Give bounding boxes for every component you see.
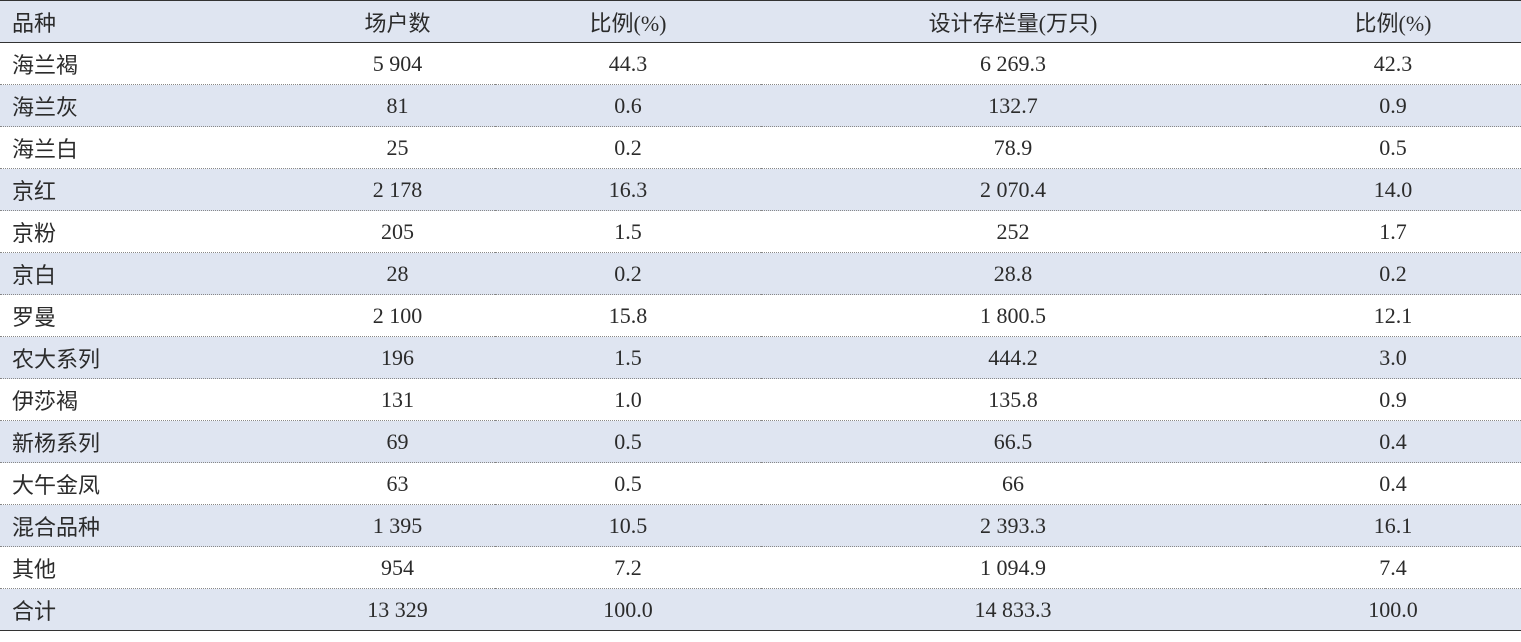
table-row: 混合品种 1 395 10.5 2 393.3 16.1 bbox=[0, 504, 1521, 547]
table-cell: 3.0 bbox=[1265, 336, 1521, 379]
table-cell: 14 833.3 bbox=[761, 588, 1265, 631]
table-cell: 2 178 bbox=[300, 168, 495, 211]
table-cell: 28.8 bbox=[761, 252, 1265, 295]
table-row: 海兰白 25 0.2 78.9 0.5 bbox=[0, 126, 1521, 169]
table-cell: 6 269.3 bbox=[761, 42, 1265, 85]
table-cell: 954 bbox=[300, 546, 495, 589]
table-cell: 0.5 bbox=[495, 420, 761, 463]
table-cell: 0.4 bbox=[1265, 462, 1521, 505]
table-cell: 0.6 bbox=[495, 84, 761, 127]
table-cell: 1 800.5 bbox=[761, 294, 1265, 337]
table-row: 京粉 205 1.5 252 1.7 bbox=[0, 210, 1521, 253]
table-row: 大午金凤 63 0.5 66 0.4 bbox=[0, 462, 1521, 505]
table-cell: 1 094.9 bbox=[761, 546, 1265, 589]
table-cell: 1 395 bbox=[300, 504, 495, 547]
table-cell: 1.5 bbox=[495, 210, 761, 253]
table-cell: 0.9 bbox=[1265, 378, 1521, 421]
table-cell: 大午金凤 bbox=[0, 462, 300, 505]
table-cell: 12.1 bbox=[1265, 294, 1521, 337]
table-cell: 2 100 bbox=[300, 294, 495, 337]
table-cell: 其他 bbox=[0, 546, 300, 589]
table-cell: 13 329 bbox=[300, 588, 495, 631]
table-cell: 66 bbox=[761, 462, 1265, 505]
header-cell: 品种 bbox=[0, 0, 300, 43]
table-cell: 2 070.4 bbox=[761, 168, 1265, 211]
table-row: 其他 954 7.2 1 094.9 7.4 bbox=[0, 546, 1521, 589]
table-cell: 135.8 bbox=[761, 378, 1265, 421]
table-cell: 5 904 bbox=[300, 42, 495, 85]
table-cell: 0.2 bbox=[1265, 252, 1521, 295]
table-cell: 78.9 bbox=[761, 126, 1265, 169]
table-cell: 1.5 bbox=[495, 336, 761, 379]
table-cell: 100.0 bbox=[495, 588, 761, 631]
table-cell: 0.4 bbox=[1265, 420, 1521, 463]
header-cell: 设计存栏量(万只) bbox=[761, 0, 1265, 43]
table-cell: 0.5 bbox=[1265, 126, 1521, 169]
table-cell: 16.1 bbox=[1265, 504, 1521, 547]
table-cell: 66.5 bbox=[761, 420, 1265, 463]
table-cell: 农大系列 bbox=[0, 336, 300, 379]
table-cell: 海兰灰 bbox=[0, 84, 300, 127]
table-cell: 132.7 bbox=[761, 84, 1265, 127]
table-cell: 14.0 bbox=[1265, 168, 1521, 211]
table-cell: 京红 bbox=[0, 168, 300, 211]
table-cell: 252 bbox=[761, 210, 1265, 253]
table-cell: 196 bbox=[300, 336, 495, 379]
table-cell: 伊莎褐 bbox=[0, 378, 300, 421]
table-row: 京白 28 0.2 28.8 0.2 bbox=[0, 252, 1521, 295]
table-row: 农大系列 196 1.5 444.2 3.0 bbox=[0, 336, 1521, 379]
table-cell: 合计 bbox=[0, 588, 300, 631]
table-cell: 0.2 bbox=[495, 252, 761, 295]
table-cell: 新杨系列 bbox=[0, 420, 300, 463]
table-cell: 100.0 bbox=[1265, 588, 1521, 631]
table-cell: 2 393.3 bbox=[761, 504, 1265, 547]
table-row: 海兰灰 81 0.6 132.7 0.9 bbox=[0, 84, 1521, 127]
table-row: 罗曼 2 100 15.8 1 800.5 12.1 bbox=[0, 294, 1521, 337]
table-cell: 28 bbox=[300, 252, 495, 295]
table-cell: 7.2 bbox=[495, 546, 761, 589]
table-cell: 罗曼 bbox=[0, 294, 300, 337]
table-cell: 1.0 bbox=[495, 378, 761, 421]
table-row: 京红 2 178 16.3 2 070.4 14.0 bbox=[0, 168, 1521, 211]
table-body: 海兰褐 5 904 44.3 6 269.3 42.3 海兰灰 81 0.6 132.7 0.9 海… bbox=[0, 42, 1521, 631]
table-cell: 42.3 bbox=[1265, 42, 1521, 85]
table-cell: 444.2 bbox=[761, 336, 1265, 379]
table-cell: 81 bbox=[300, 84, 495, 127]
table-cell: 0.2 bbox=[495, 126, 761, 169]
table-row: 伊莎褐 131 1.0 135.8 0.9 bbox=[0, 378, 1521, 421]
table-cell: 京白 bbox=[0, 252, 300, 295]
table-cell: 63 bbox=[300, 462, 495, 505]
table-cell: 131 bbox=[300, 378, 495, 421]
table-cell: 44.3 bbox=[495, 42, 761, 85]
table-cell: 混合品种 bbox=[0, 504, 300, 547]
header-cell: 场户数 bbox=[300, 0, 495, 43]
table-cell: 15.8 bbox=[495, 294, 761, 337]
table-row: 海兰褐 5 904 44.3 6 269.3 42.3 bbox=[0, 42, 1521, 85]
table-cell: 京粉 bbox=[0, 210, 300, 253]
header-cell: 比例(%) bbox=[495, 0, 761, 43]
table-row: 合计 13 329 100.0 14 833.3 100.0 bbox=[0, 588, 1521, 631]
header-cell: 比例(%) bbox=[1265, 0, 1521, 43]
table-cell: 海兰褐 bbox=[0, 42, 300, 85]
table-cell: 7.4 bbox=[1265, 546, 1521, 589]
table-cell: 海兰白 bbox=[0, 126, 300, 169]
table-cell: 10.5 bbox=[495, 504, 761, 547]
table-cell: 0.5 bbox=[495, 462, 761, 505]
table-row: 新杨系列 69 0.5 66.5 0.4 bbox=[0, 420, 1521, 463]
table-cell: 25 bbox=[300, 126, 495, 169]
table-cell: 69 bbox=[300, 420, 495, 463]
table-cell: 16.3 bbox=[495, 168, 761, 211]
table-cell: 205 bbox=[300, 210, 495, 253]
header-row: 品种 场户数 比例(%) 设计存栏量(万只) 比例(%) bbox=[0, 0, 1521, 43]
table-cell: 0.9 bbox=[1265, 84, 1521, 127]
table-cell: 1.7 bbox=[1265, 210, 1521, 253]
